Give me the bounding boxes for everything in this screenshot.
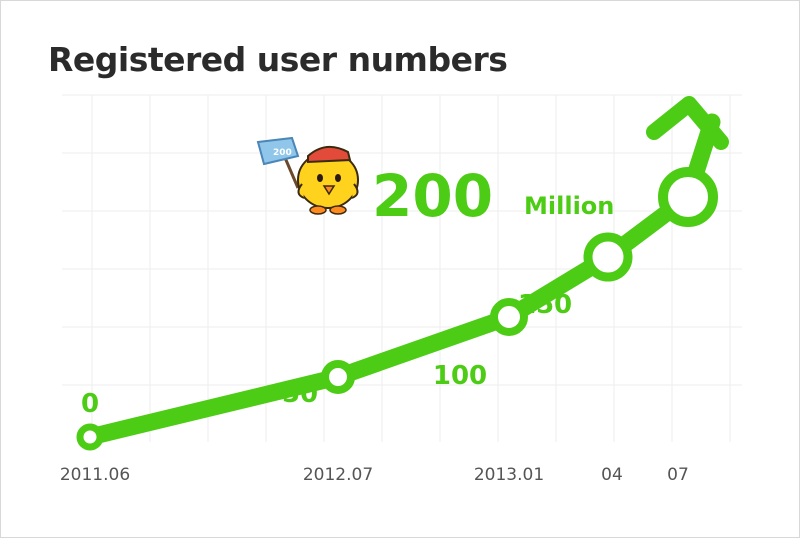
x-tick-label: 2012.07 — [303, 465, 373, 485]
data-point — [658, 167, 718, 227]
highlight-unit: Million — [524, 192, 614, 220]
arrow-head — [646, 96, 729, 150]
x-tick-labels: 2011.06 2012.07 2013.01 04 07 — [60, 465, 689, 485]
x-tick-label: 07 — [667, 465, 689, 485]
x-tick-label: 2013.01 — [474, 465, 544, 485]
data-point — [321, 360, 355, 394]
data-points — [76, 167, 718, 451]
data-label: 100 — [433, 361, 487, 391]
chick-mascot-icon: 200 — [256, 136, 359, 215]
data-point — [583, 232, 633, 282]
data-label: 50 — [282, 379, 318, 409]
data-point — [76, 423, 104, 451]
highlight-value: 200 — [372, 162, 493, 230]
data-labels: 0 50 100 150 — [81, 290, 572, 419]
chart-title: Registered user numbers — [48, 40, 508, 79]
x-tick-label: 2011.06 — [60, 465, 130, 485]
svg-text:200: 200 — [273, 148, 292, 158]
grid — [62, 94, 742, 442]
x-tick-label: 04 — [601, 465, 623, 485]
data-label: 150 — [518, 290, 572, 320]
data-label: 0 — [81, 389, 99, 419]
data-point — [490, 298, 528, 336]
